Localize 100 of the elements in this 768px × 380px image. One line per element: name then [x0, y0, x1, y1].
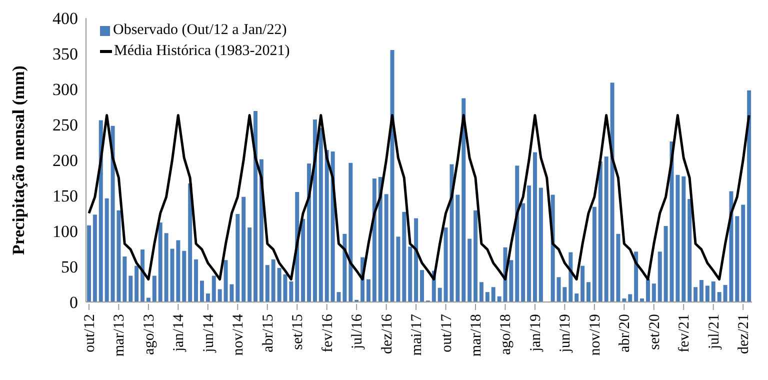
x-tick-label: mai/17 — [409, 314, 426, 356]
bar — [289, 281, 294, 302]
bar — [586, 282, 590, 302]
bar — [628, 294, 632, 302]
y-tick-label: 300 — [52, 80, 78, 100]
x-tick-label: nov/14 — [230, 314, 247, 356]
bar — [265, 265, 270, 302]
bar — [164, 233, 168, 302]
bar — [694, 287, 698, 302]
bar — [378, 177, 382, 302]
y-tick-label: 150 — [52, 186, 78, 206]
bar — [312, 120, 317, 302]
x-tick-label: mar/18 — [468, 314, 484, 356]
bar — [538, 188, 543, 302]
y-tick-label: 200 — [52, 151, 78, 170]
bar — [568, 252, 573, 302]
bar — [104, 198, 109, 302]
x-tick-label: jul/16 — [350, 314, 366, 350]
bar — [372, 178, 376, 302]
bar — [741, 204, 746, 302]
line-series — [88, 114, 750, 281]
bar — [408, 246, 412, 302]
bar — [366, 279, 370, 302]
bar — [527, 186, 532, 302]
x-tick-label: set/20 — [646, 314, 663, 350]
bar — [414, 218, 418, 302]
y-tick-label: 100 — [52, 222, 78, 242]
bar — [705, 286, 710, 302]
x-tick-label: jun/19 — [558, 314, 574, 354]
x-tick-label: abr/15 — [260, 314, 276, 352]
x-tick-label: out/12 — [82, 314, 98, 352]
bar — [491, 287, 496, 302]
bar — [521, 203, 526, 302]
bar — [699, 280, 704, 302]
bar — [218, 289, 222, 302]
bar — [664, 226, 668, 302]
bar — [682, 176, 686, 302]
bar — [307, 164, 312, 302]
x-tick-label: fev/21 — [676, 314, 693, 352]
bar — [652, 284, 656, 302]
x-tick-label: jun/14 — [200, 314, 217, 354]
bar — [98, 120, 103, 302]
bar — [468, 238, 472, 302]
x-tick-label: fev/16 — [320, 314, 336, 352]
bar — [242, 196, 246, 302]
bar — [92, 214, 97, 302]
bar — [598, 161, 602, 302]
bar — [188, 183, 192, 302]
x-tick-label: ago/13 — [141, 314, 158, 355]
y-tick-label: 0 — [70, 293, 78, 312]
bar — [384, 194, 388, 302]
bar — [254, 111, 258, 302]
legend-label: Observado (Out/12 a Jan/22) — [113, 21, 287, 40]
bar — [128, 276, 133, 302]
bar — [479, 282, 484, 302]
bar — [646, 279, 650, 302]
bar — [604, 156, 608, 302]
bar — [324, 150, 329, 302]
x-tick-label: abr/20 — [617, 314, 634, 352]
legend-label: Média Histórica (1983-2021) — [114, 42, 290, 61]
bar — [420, 270, 424, 302]
x-tick-label: mar/13 — [112, 314, 128, 356]
x-tick-label: set/15 — [290, 314, 306, 350]
bar — [146, 298, 150, 302]
bar — [248, 227, 252, 302]
y-tick-label: 50 — [61, 258, 78, 277]
bar — [485, 292, 490, 302]
y-axis-title: Precipitação mensal (mm) — [9, 66, 28, 255]
y-tick-label: 350 — [52, 44, 78, 64]
x-tick-label: jan/14 — [171, 314, 188, 352]
bar — [515, 166, 520, 302]
x-tick-label: nov/19 — [587, 314, 604, 356]
bar — [318, 128, 323, 302]
bar — [301, 218, 306, 302]
bar — [122, 256, 127, 302]
bar — [580, 266, 585, 302]
bar — [87, 225, 91, 302]
y-tick-label: 400 — [52, 9, 78, 28]
bar — [152, 276, 156, 302]
bar — [688, 199, 692, 302]
bar — [236, 214, 240, 302]
x-tick-label: dez/16 — [379, 314, 396, 354]
bar — [711, 281, 716, 302]
bar — [574, 293, 579, 302]
bar — [158, 222, 162, 302]
bar — [532, 152, 537, 302]
bar — [474, 210, 478, 302]
bar — [456, 194, 460, 302]
bar — [212, 276, 216, 302]
bar — [747, 90, 752, 302]
bar — [271, 259, 276, 302]
bar — [182, 250, 186, 302]
bar — [658, 252, 662, 302]
bar — [462, 98, 466, 302]
x-tick-label: ago/18 — [498, 314, 514, 355]
bar — [200, 280, 204, 302]
bar — [134, 266, 139, 302]
bar — [592, 206, 596, 302]
x-tick-label: out/17 — [438, 314, 455, 352]
x-tick-label: jan/19 — [528, 314, 544, 352]
